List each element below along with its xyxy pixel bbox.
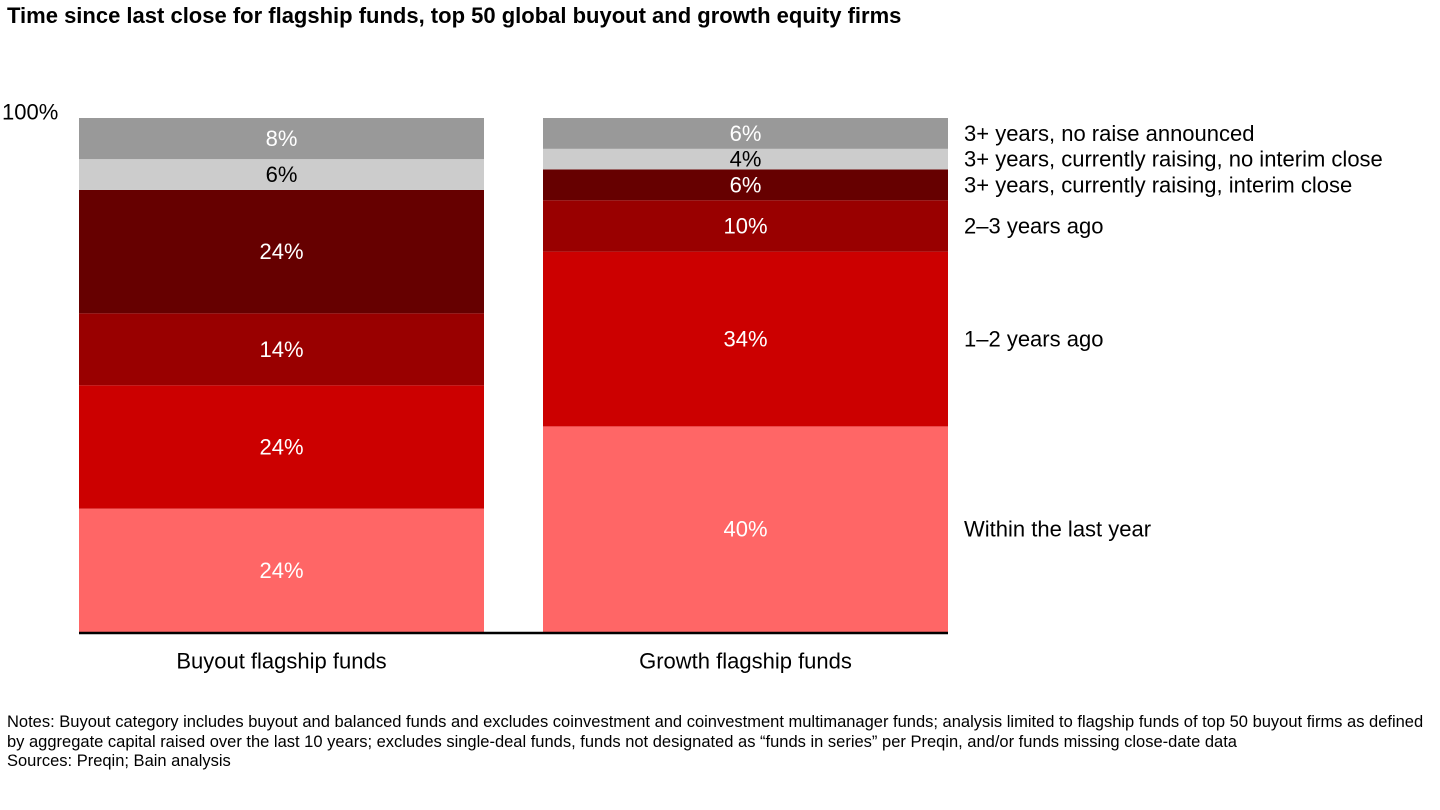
bar-segment	[543, 426, 948, 632]
data-label: 24%	[259, 434, 303, 459]
bar-segment	[79, 313, 484, 386]
bar-segment	[79, 508, 484, 632]
data-label: 34%	[723, 327, 767, 352]
bar-segment	[543, 251, 948, 427]
data-label: 24%	[259, 558, 303, 583]
chart-title: Time since last close for flagship funds…	[7, 3, 902, 28]
legend-label: 3+ years, currently raising, interim clo…	[964, 172, 1352, 197]
bar-segment	[543, 118, 948, 149]
x-tick-label: Growth flagship funds	[639, 649, 852, 674]
data-label: 14%	[259, 337, 303, 362]
bar-segment	[79, 159, 484, 190]
data-label: 6%	[266, 162, 298, 187]
data-label: 10%	[723, 213, 767, 238]
legend-label: Within the last year	[964, 517, 1151, 542]
data-label: 24%	[259, 239, 303, 264]
legend-label: 1–2 years ago	[964, 327, 1103, 352]
stacked-bar-chart: 24% 24% 14% 24% 6% 8% Buyout flagship funds 40%…	[2, 100, 1383, 674]
y-tick-label: 100%	[2, 100, 58, 125]
legend-label: 2–3 years ago	[964, 213, 1103, 238]
notes: Notes: Buyout category includes buyout a…	[7, 713, 1432, 772]
legend-label: 3+ years, currently raising, no interim …	[964, 147, 1383, 172]
legend-label: 3+ years, no raise announced	[964, 121, 1254, 146]
sources-text: Sources: Preqin; Bain analysis	[7, 752, 231, 770]
data-label: 4%	[730, 147, 762, 172]
data-label: 40%	[723, 517, 767, 542]
data-label: 8%	[266, 126, 298, 151]
bar-segment	[543, 148, 948, 170]
notes-text: Notes: Buyout category includes buyout a…	[7, 713, 1424, 751]
x-tick-label: Buyout flagship funds	[176, 649, 386, 674]
bar-segment	[79, 118, 484, 160]
bar-segment	[79, 385, 484, 509]
bar-segment	[543, 200, 948, 252]
bar-segment	[543, 169, 948, 201]
data-label: 6%	[730, 172, 762, 197]
data-label: 6%	[730, 121, 762, 146]
bar-segment	[79, 189, 484, 314]
